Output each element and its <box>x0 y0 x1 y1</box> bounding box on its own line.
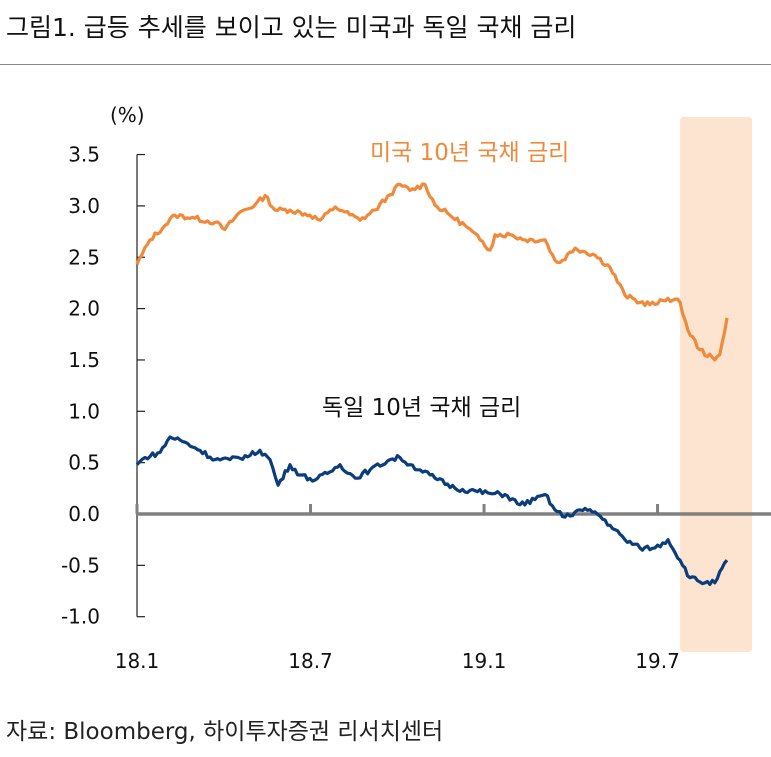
germany-series-label: 독일 10년 국채 금리 <box>322 395 521 421</box>
germany-10y-yield-line <box>135 435 729 587</box>
y-tick-label: 2.5 <box>68 245 100 269</box>
figure-title: 그림1. 급등 추세를 보이고 있는 미국과 독일 국채 금리 <box>6 13 577 42</box>
us-series-label: 미국 10년 국채 금리 <box>370 140 569 166</box>
us-10y-yield-line <box>135 182 729 362</box>
y-tick-label: 1.5 <box>68 348 100 372</box>
x-tick-label: 18.7 <box>288 649 333 673</box>
source-note: 자료: Bloomberg, 하이투자증권 리서치센터 <box>6 719 444 745</box>
x-tick-label: 19.7 <box>635 649 680 673</box>
x-tick-label: 19.1 <box>462 649 507 673</box>
y-tick-label: -1.0 <box>61 605 100 629</box>
y-tick-label: 1.0 <box>68 399 100 423</box>
y-tick-label: -0.5 <box>61 553 100 577</box>
y-axis-unit-label: (%) <box>110 103 145 127</box>
y-tick-label: 0.0 <box>68 502 100 526</box>
x-tick-label: 18.1 <box>115 649 160 673</box>
y-tick-label: 0.5 <box>68 451 100 475</box>
title-divider <box>0 64 771 65</box>
y-tick-label: 3.5 <box>68 143 100 167</box>
highlight-region <box>680 117 753 652</box>
y-tick-label: 3.0 <box>68 194 100 218</box>
y-tick-label: 2.0 <box>68 297 100 321</box>
